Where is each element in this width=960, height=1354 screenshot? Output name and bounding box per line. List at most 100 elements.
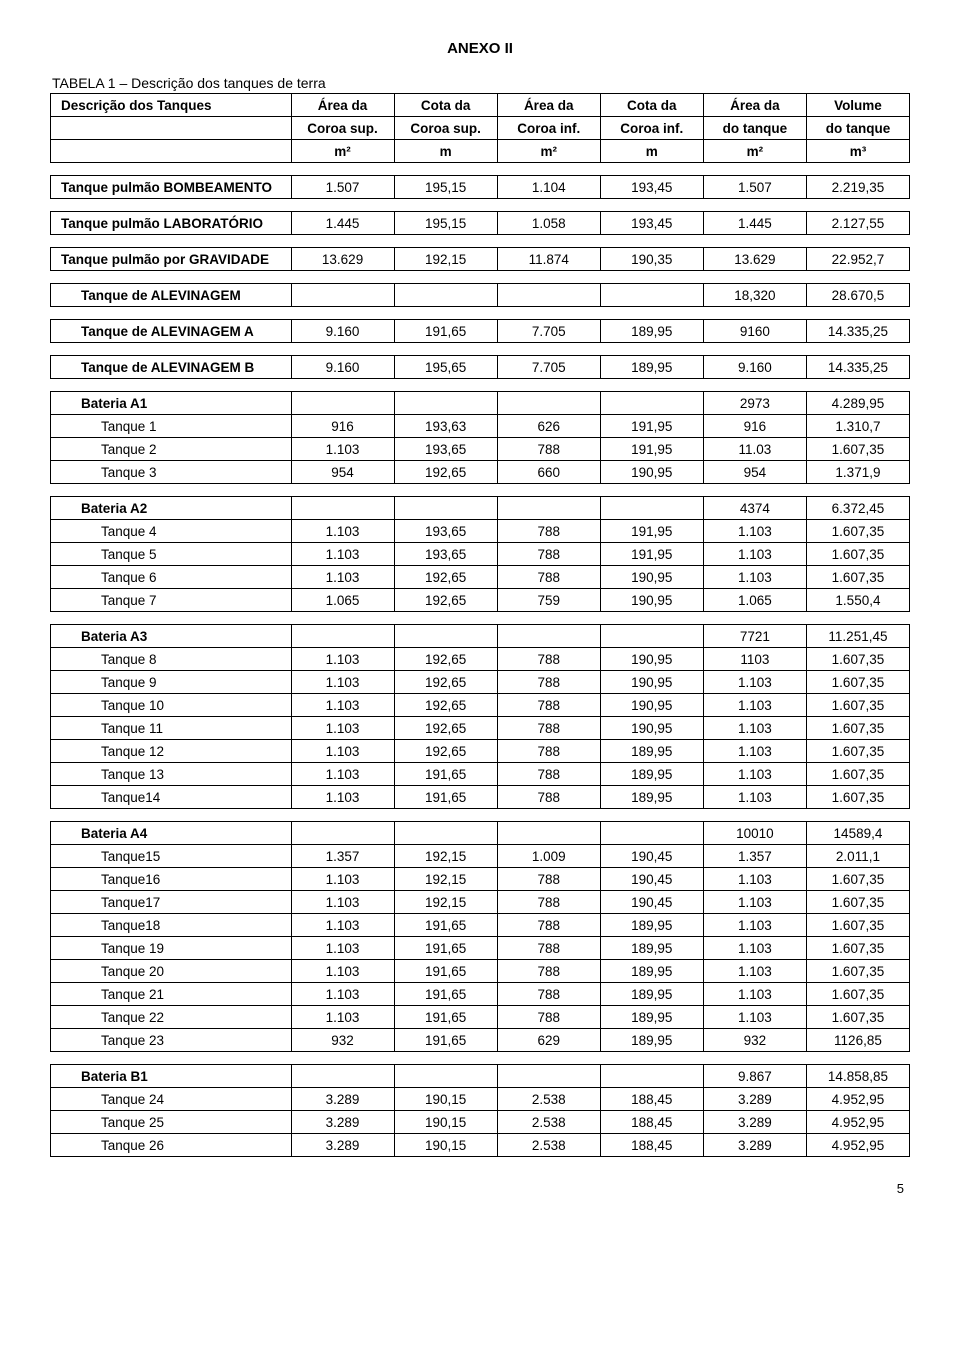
value-cell: 1.103 xyxy=(703,740,806,763)
value-cell: 191,65 xyxy=(394,937,497,960)
value-cell: 1.607,35 xyxy=(806,891,909,914)
value-cell: m² xyxy=(291,140,394,163)
value-cell: 954 xyxy=(291,461,394,484)
spacer xyxy=(51,199,910,212)
value-cell: 2973 xyxy=(703,392,806,415)
value-cell: 1.009 xyxy=(497,845,600,868)
desc-cell xyxy=(51,140,292,163)
value-cell: 192,65 xyxy=(394,589,497,612)
value-cell: 1.507 xyxy=(703,176,806,199)
value-cell: 1.058 xyxy=(497,212,600,235)
value-cell xyxy=(291,822,394,845)
value-cell xyxy=(600,284,703,307)
value-cell: 1.103 xyxy=(703,960,806,983)
value-cell: 1.607,35 xyxy=(806,520,909,543)
value-cell: 190,15 xyxy=(394,1088,497,1111)
value-cell: 1.103 xyxy=(291,983,394,1006)
value-cell: 4.952,95 xyxy=(806,1111,909,1134)
value-cell: 1.103 xyxy=(703,868,806,891)
value-cell: 1.103 xyxy=(291,566,394,589)
value-cell: 916 xyxy=(703,415,806,438)
desc-cell: Tanque pulmão por GRAVIDADE xyxy=(51,248,292,271)
desc-cell: Tanque 2 xyxy=(51,438,292,461)
value-cell: 3.289 xyxy=(291,1088,394,1111)
value-cell: 192,15 xyxy=(394,248,497,271)
value-cell xyxy=(291,284,394,307)
desc-cell: Tanque 7 xyxy=(51,589,292,612)
value-cell: 1.607,35 xyxy=(806,717,909,740)
value-cell: 9.160 xyxy=(291,320,394,343)
value-cell: Coroa sup. xyxy=(394,117,497,140)
value-cell xyxy=(600,392,703,415)
value-cell: 759 xyxy=(497,589,600,612)
value-cell: 190,45 xyxy=(600,845,703,868)
tanks-table: Descrição dos TanquesÁrea daCota daÁrea … xyxy=(50,93,910,1157)
value-cell xyxy=(394,822,497,845)
value-cell: 1.103 xyxy=(291,1006,394,1029)
value-cell: 192,15 xyxy=(394,868,497,891)
value-cell: 1.103 xyxy=(291,960,394,983)
value-cell xyxy=(497,1065,600,1088)
value-cell: 626 xyxy=(497,415,600,438)
value-cell: 788 xyxy=(497,763,600,786)
value-cell: Coroa sup. xyxy=(291,117,394,140)
value-cell: 191,65 xyxy=(394,1006,497,1029)
value-cell: m xyxy=(600,140,703,163)
value-cell xyxy=(291,1065,394,1088)
value-cell xyxy=(291,497,394,520)
value-cell: 9.160 xyxy=(703,356,806,379)
value-cell xyxy=(497,625,600,648)
value-cell xyxy=(497,392,600,415)
spacer xyxy=(51,1052,910,1065)
value-cell: 1.103 xyxy=(703,566,806,589)
value-cell: 788 xyxy=(497,671,600,694)
desc-cell: Tanque 3 xyxy=(51,461,292,484)
value-cell xyxy=(497,497,600,520)
value-cell: 192,65 xyxy=(394,648,497,671)
value-cell: 629 xyxy=(497,1029,600,1052)
value-cell: 1.103 xyxy=(703,520,806,543)
value-cell xyxy=(394,497,497,520)
value-cell: 192,65 xyxy=(394,717,497,740)
desc-cell: Tanque 1 xyxy=(51,415,292,438)
desc-cell: Tanque 21 xyxy=(51,983,292,1006)
value-cell: 1.103 xyxy=(291,868,394,891)
value-cell: 7.705 xyxy=(497,356,600,379)
value-cell xyxy=(394,392,497,415)
value-cell: 1.371,9 xyxy=(806,461,909,484)
desc-cell: Bateria A4 xyxy=(51,822,292,845)
value-cell: 190,95 xyxy=(600,566,703,589)
value-cell: 1.607,35 xyxy=(806,960,909,983)
value-cell: 192,65 xyxy=(394,740,497,763)
value-cell: 1.103 xyxy=(703,694,806,717)
value-cell: 1.103 xyxy=(703,786,806,809)
value-cell: 191,65 xyxy=(394,914,497,937)
value-cell xyxy=(600,625,703,648)
value-cell: 788 xyxy=(497,914,600,937)
value-cell: 932 xyxy=(703,1029,806,1052)
value-cell: 189,95 xyxy=(600,740,703,763)
value-cell: 13.629 xyxy=(703,248,806,271)
value-cell xyxy=(394,284,497,307)
value-cell: 9.160 xyxy=(291,356,394,379)
value-cell: 1.103 xyxy=(703,1006,806,1029)
value-cell: 189,95 xyxy=(600,786,703,809)
desc-cell: Tanque 19 xyxy=(51,937,292,960)
value-cell: 1.103 xyxy=(703,543,806,566)
value-cell: 18,320 xyxy=(703,284,806,307)
value-cell: 14.858,85 xyxy=(806,1065,909,1088)
desc-cell: Tanque 23 xyxy=(51,1029,292,1052)
desc-cell: Tanque 22 xyxy=(51,1006,292,1029)
value-cell: 1.103 xyxy=(703,671,806,694)
spacer xyxy=(51,379,910,392)
value-cell: 1.445 xyxy=(703,212,806,235)
value-cell: 190,45 xyxy=(600,868,703,891)
value-cell: 191,95 xyxy=(600,438,703,461)
desc-cell xyxy=(51,117,292,140)
desc-cell: Tanque15 xyxy=(51,845,292,868)
value-cell: 1.103 xyxy=(703,891,806,914)
value-cell: 788 xyxy=(497,960,600,983)
page-number: 5 xyxy=(50,1181,910,1196)
value-cell: 192,15 xyxy=(394,845,497,868)
spacer xyxy=(51,307,910,320)
